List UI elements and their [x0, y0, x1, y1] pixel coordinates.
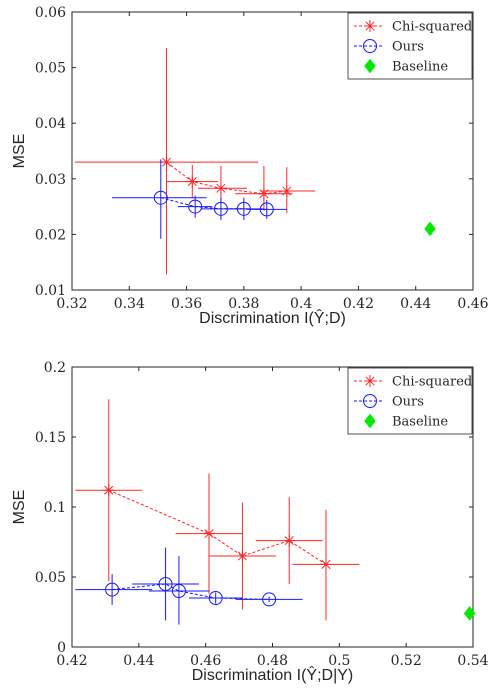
data-point: [283, 534, 296, 547]
y-tick-label: 0.2: [44, 360, 66, 376]
legend-item: Chi-squared: [354, 375, 472, 390]
legend-marker: [363, 39, 377, 53]
data-point: [319, 558, 332, 571]
data-point: [171, 584, 186, 598]
y-tick-label: 0.1: [44, 500, 66, 516]
data-point: [259, 202, 274, 217]
legend-label: Chi-squared: [392, 375, 472, 390]
data-point: [236, 550, 249, 562]
data-point: [153, 190, 168, 205]
x-tick-label: 0.42: [56, 653, 87, 669]
legend-marker: [364, 58, 376, 74]
legend-marker: [363, 394, 377, 408]
legend-label: Ours: [392, 40, 424, 55]
x-tick-label: 0.44: [123, 653, 154, 669]
series-chi-squared: [75, 399, 360, 621]
data-point: [262, 592, 277, 607]
x-tick-label: 0.46: [190, 653, 221, 669]
x-axis-label: Discrimination I(Ŷ;D): [199, 308, 346, 327]
y-tick-label: 0.02: [35, 227, 66, 243]
x-tick-label: 0.48: [257, 653, 288, 669]
legend-label: Baseline: [392, 60, 448, 75]
legend-item: Ours: [354, 394, 424, 410]
series-ours: [112, 159, 287, 239]
y-tick-label: 0.01: [35, 283, 66, 299]
data-point: [105, 582, 120, 597]
legend-label: Baseline: [392, 415, 448, 430]
legend-item: Ours: [354, 39, 424, 55]
legend-item: Chi-squared: [354, 20, 472, 35]
data-point: [280, 185, 293, 198]
data-point: [214, 182, 227, 195]
chart-panel-2: 0.42 0.44 0.46 0.48 0.5 0.52 0.54 0 0.05 0.1 0.15 0…: [11, 360, 489, 684]
data-point: [102, 484, 115, 497]
data-point: [203, 527, 216, 540]
data-point: [257, 187, 270, 200]
y-tick-label: 0.06: [35, 5, 66, 21]
x-tick-label: 0.54: [457, 653, 488, 669]
y-tick-label: 0.03: [35, 172, 66, 188]
data-point: [186, 175, 199, 188]
y-axis-label: MSE: [11, 134, 28, 169]
series-line: [166, 161, 287, 195]
legend-item: Baseline: [364, 413, 448, 430]
legend-marker: [364, 20, 376, 32]
series-line: [112, 583, 270, 600]
data-point: [208, 591, 223, 605]
x-tick-label: 0.44: [400, 296, 431, 312]
legend-item: Baseline: [364, 58, 448, 75]
data-point: [188, 199, 203, 214]
y-tick-label: 0.05: [35, 570, 66, 586]
y-tick-label: 0.04: [35, 116, 66, 132]
x-tick-label: 0.34: [114, 296, 145, 312]
axes-box: [71, 11, 474, 291]
y-tick-label: 0.15: [35, 430, 66, 446]
data-point: [424, 221, 436, 237]
x-tick-label: 0.32: [56, 296, 87, 312]
legend: Chi-squared Ours Baseline: [347, 12, 473, 80]
legend-marker: [364, 375, 376, 387]
chart-panel-1: 0.32 0.34 0.36 0.38 0.4 0.42 0.44 0.46 0.01 0.02 0…: [11, 5, 489, 327]
series-ours: [75, 547, 303, 625]
data-point: [463, 605, 476, 621]
legend-label: Ours: [392, 395, 424, 410]
x-tick-label: 0.38: [228, 296, 259, 312]
x-tick-label: 0.4: [290, 296, 312, 312]
x-tick-label: 0.5: [328, 653, 350, 669]
x-tick-label: 0.46: [457, 296, 488, 312]
legend-label: Chi-squared: [392, 20, 472, 35]
y-axis-label: MSE: [11, 490, 28, 525]
y-tick-label: 0.05: [35, 61, 66, 77]
x-tick-label: 0.42: [343, 296, 374, 312]
series-line: [160, 197, 267, 210]
legend-marker: [364, 413, 376, 429]
series-chi-squared: [74, 48, 316, 275]
series-baseline: [463, 605, 476, 621]
x-axis-label: Discrimination I(Ŷ;D|Y): [192, 665, 354, 684]
data-point: [160, 156, 173, 169]
legend: Chi-squared Ours Baseline: [347, 367, 473, 435]
y-tick-label: 0: [57, 640, 66, 656]
x-tick-label: 0.52: [391, 653, 422, 669]
series-line: [108, 489, 327, 565]
series-baseline: [424, 221, 436, 237]
data-point: [236, 201, 251, 216]
x-tick-label: 0.36: [171, 296, 202, 312]
